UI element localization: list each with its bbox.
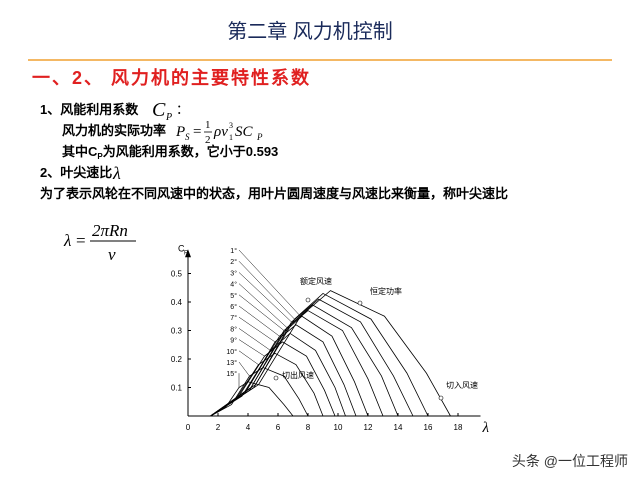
pitch-label: 13° bbox=[226, 359, 237, 367]
pitch-label: 6° bbox=[230, 303, 237, 311]
power-label: 风力机的实际功率 bbox=[62, 123, 166, 138]
note-symbol: C bbox=[88, 144, 98, 159]
cp-curve bbox=[210, 292, 429, 417]
y-tick-label: 0.2 bbox=[171, 355, 183, 364]
cp-lambda-chart: C Pλ 0 2 4 6 8 10 12 14 16 18 0.1 0.2 0.3 0.4 0.5 1° 2° 3° 4… bbox=[171, 243, 490, 436]
pitch-label: 10° bbox=[226, 348, 237, 356]
formula-part: = bbox=[76, 231, 86, 250]
pitch-label: 9° bbox=[230, 337, 237, 345]
annotation: 恒定功率 bbox=[370, 286, 402, 296]
annotation-point bbox=[438, 395, 444, 401]
pitch-leader bbox=[238, 272, 292, 323]
tsr-symbol: λ bbox=[112, 163, 121, 183]
pitch-leader bbox=[238, 261, 295, 320]
y-axis-label-sub: P bbox=[184, 250, 188, 256]
formula-part: 1 bbox=[229, 133, 233, 142]
y-tick-label: 0.1 bbox=[171, 384, 183, 393]
note-symbol-sub: P bbox=[97, 152, 103, 161]
annotation: 切入风速 bbox=[446, 381, 478, 390]
formula-part: 3 bbox=[229, 121, 233, 130]
y-tick-label: 0.3 bbox=[171, 327, 183, 336]
x-tick-label: 18 bbox=[454, 423, 463, 432]
watermark: 头条 @一位工程师 bbox=[512, 453, 628, 469]
formula-part: = bbox=[193, 124, 201, 140]
formula-part: 2 bbox=[205, 134, 211, 146]
pitch-leader bbox=[238, 361, 250, 377]
note-text: 其中 bbox=[62, 144, 88, 159]
formula-part: v bbox=[108, 245, 116, 264]
y-tick-label: 0.5 bbox=[171, 270, 183, 279]
x-tick-label: 0 bbox=[186, 423, 191, 432]
cp-curve bbox=[210, 324, 357, 417]
x-tick-label: 16 bbox=[424, 423, 433, 432]
pitch-label: 2° bbox=[230, 258, 237, 266]
cp-curve bbox=[210, 310, 384, 417]
tsr-formula: λ = 2πRn v bbox=[63, 221, 136, 264]
cp-curve bbox=[210, 332, 346, 417]
power-formula: P S = 1 2 ρv 1 3 SC P bbox=[175, 119, 263, 146]
cp-curve bbox=[210, 381, 294, 417]
pitch-label: 1° bbox=[230, 247, 237, 255]
pitch-label: 3° bbox=[230, 269, 237, 277]
x-tick-label: 2 bbox=[216, 423, 221, 432]
cp-symbol-sub: P bbox=[165, 112, 172, 123]
pitch-leader bbox=[238, 283, 288, 328]
y-tick-label: 0.4 bbox=[171, 298, 183, 307]
y-axis-label: C bbox=[178, 243, 185, 253]
formula-part: λ bbox=[63, 231, 71, 250]
cp-label: 1、风能利用系数 bbox=[40, 102, 139, 117]
x-tick-label: 4 bbox=[246, 423, 251, 432]
pitch-leader bbox=[238, 316, 276, 343]
pitch-leader bbox=[238, 294, 285, 331]
pitch-leader bbox=[238, 339, 265, 357]
tsr-label: 2、叶尖速比 bbox=[40, 165, 112, 180]
pitch-label: 4° bbox=[230, 281, 237, 289]
annotation-point bbox=[273, 375, 279, 381]
pitch-label: 5° bbox=[230, 292, 237, 300]
formula-part: P bbox=[175, 124, 185, 140]
section-heading: 一、2、 风力机的主要特性系数 bbox=[32, 67, 311, 88]
annotation: 切出风速 bbox=[282, 370, 314, 380]
x-axis-label: λ bbox=[482, 420, 490, 436]
tsr-description: 为了表示风轮在不同风速中的状态，用叶片圆周速度与风速比来衡量，称叶尖速比 bbox=[40, 186, 508, 201]
y-axis-arrow bbox=[185, 249, 191, 258]
cp-curve bbox=[210, 304, 399, 417]
formula-part: P bbox=[256, 132, 263, 142]
formula-part: S bbox=[185, 132, 190, 142]
cp-note: 其中CP为风能利用系数，它小于0.593 bbox=[62, 144, 278, 161]
x-tick-label: 10 bbox=[334, 423, 343, 432]
cp-colon: ： bbox=[176, 102, 189, 117]
cp-curve bbox=[210, 341, 336, 417]
formula-part: SC bbox=[235, 124, 254, 140]
cp-curve bbox=[210, 367, 309, 417]
cp-curve bbox=[210, 298, 414, 417]
slide-title: 第二章 风力机控制 bbox=[227, 20, 393, 43]
x-tick-label: 6 bbox=[276, 423, 281, 432]
pitch-label: 8° bbox=[230, 325, 237, 333]
cp-symbol: C bbox=[152, 99, 166, 121]
cp-curve bbox=[210, 352, 324, 417]
x-tick-label: 12 bbox=[364, 423, 373, 432]
pitch-leader bbox=[238, 350, 259, 365]
annotation-point bbox=[357, 300, 363, 306]
x-tick-label: 8 bbox=[306, 423, 311, 432]
pitch-label: 15° bbox=[226, 370, 237, 378]
pitch-leader bbox=[238, 305, 280, 337]
formula-part: 1 bbox=[205, 119, 211, 131]
cp-curve bbox=[210, 290, 451, 417]
pitch-label: 7° bbox=[230, 314, 237, 322]
annotation: 额定风速 bbox=[300, 276, 332, 286]
formula-part: 2πRn bbox=[92, 221, 128, 240]
formula-part: ρv bbox=[213, 124, 228, 140]
pitch-leader bbox=[238, 328, 271, 351]
note-text: 为风能利用系数，它小于0.593 bbox=[103, 144, 279, 159]
pitch-leader bbox=[238, 249, 301, 317]
annotation-point bbox=[305, 297, 311, 303]
x-tick-label: 14 bbox=[394, 423, 403, 432]
